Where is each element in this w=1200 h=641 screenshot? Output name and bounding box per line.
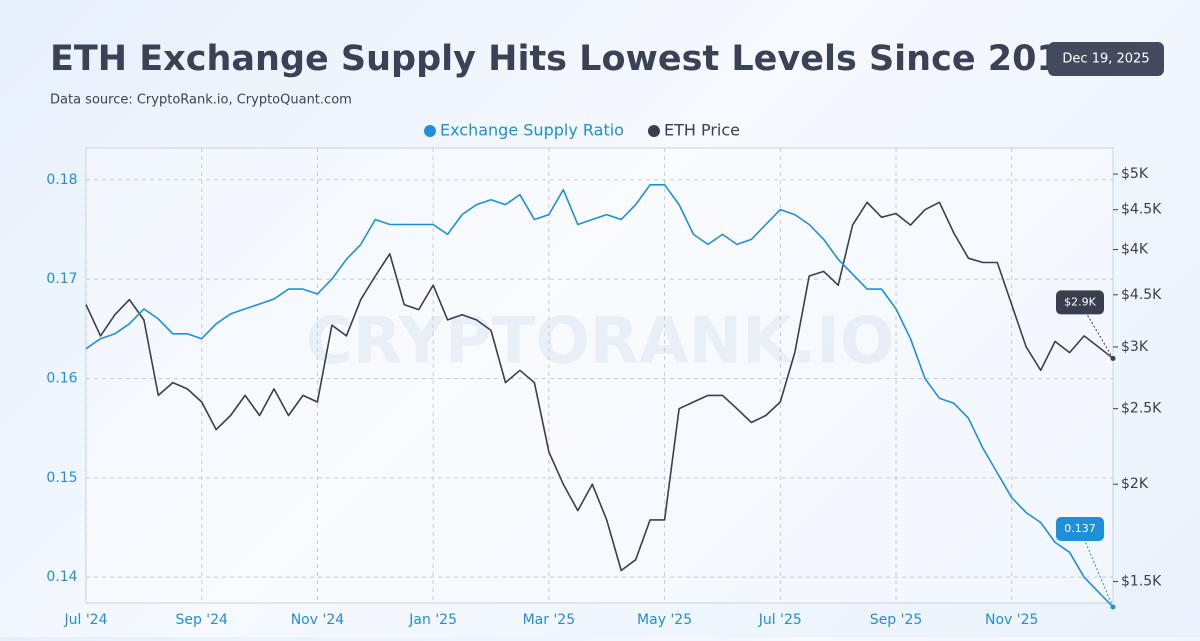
title: ETH Exchange Supply Hits Lowest Levels S… [50, 39, 1085, 79]
y2-tick-label: $4.5K [1121, 287, 1162, 303]
label-leader [1079, 302, 1114, 359]
label-box [1056, 290, 1104, 315]
legend-label: ETH Price [664, 121, 740, 140]
x-tick-label: Nov '25 [985, 612, 1038, 628]
x-tick-label: Jan '25 [408, 612, 457, 628]
date-badge [1048, 42, 1164, 76]
end-dot [1110, 355, 1116, 361]
x-tick-label: May '25 [637, 612, 692, 628]
end-dot [1110, 604, 1116, 610]
y2-tick-label: $4.5K [1121, 202, 1162, 218]
plot-area [85, 147, 1114, 604]
y-tick-label: 0.17 [46, 271, 77, 287]
legend-dot [424, 125, 436, 137]
y-tick-label: 0.16 [46, 370, 77, 386]
y2-tick-label: $4K [1121, 242, 1149, 258]
x-tick-label: Jul '24 [63, 612, 107, 628]
y-tick-label: 0.15 [46, 470, 77, 486]
value-label: 0.137 [1064, 522, 1096, 535]
watermark: CRYPTORANK.IO [306, 305, 895, 379]
x-tick-label: Sep '24 [175, 612, 228, 628]
date: Dec 19, 2025 [1062, 52, 1149, 67]
label-box [1056, 516, 1104, 541]
x-tick-label: Nov '24 [291, 612, 345, 628]
y-tick-label: 0.18 [46, 172, 77, 188]
y2-tick-label: $1.5K [1121, 574, 1162, 590]
x-tick-label: Jul '25 [758, 612, 802, 628]
legend-dot [647, 125, 660, 137]
y2-tick-label: $2.5K [1121, 401, 1162, 417]
y2-tick-label: $2K [1121, 476, 1149, 492]
legend-label: Exchange Supply Ratio [440, 121, 624, 140]
series-line [85, 184, 1114, 608]
value-label: $2.9K [1064, 295, 1096, 308]
x-tick-label: Mar '25 [523, 612, 576, 628]
series-line [85, 201, 1114, 572]
y2-tick-label: $5K [1121, 166, 1149, 182]
subtitle: Data source: CryptoRank.io, CryptoQuant.… [50, 93, 352, 108]
x-tick-label: Sep '25 [870, 612, 923, 628]
y2-tick-label: $3K [1121, 339, 1149, 355]
y-tick-label: 0.14 [46, 569, 77, 585]
